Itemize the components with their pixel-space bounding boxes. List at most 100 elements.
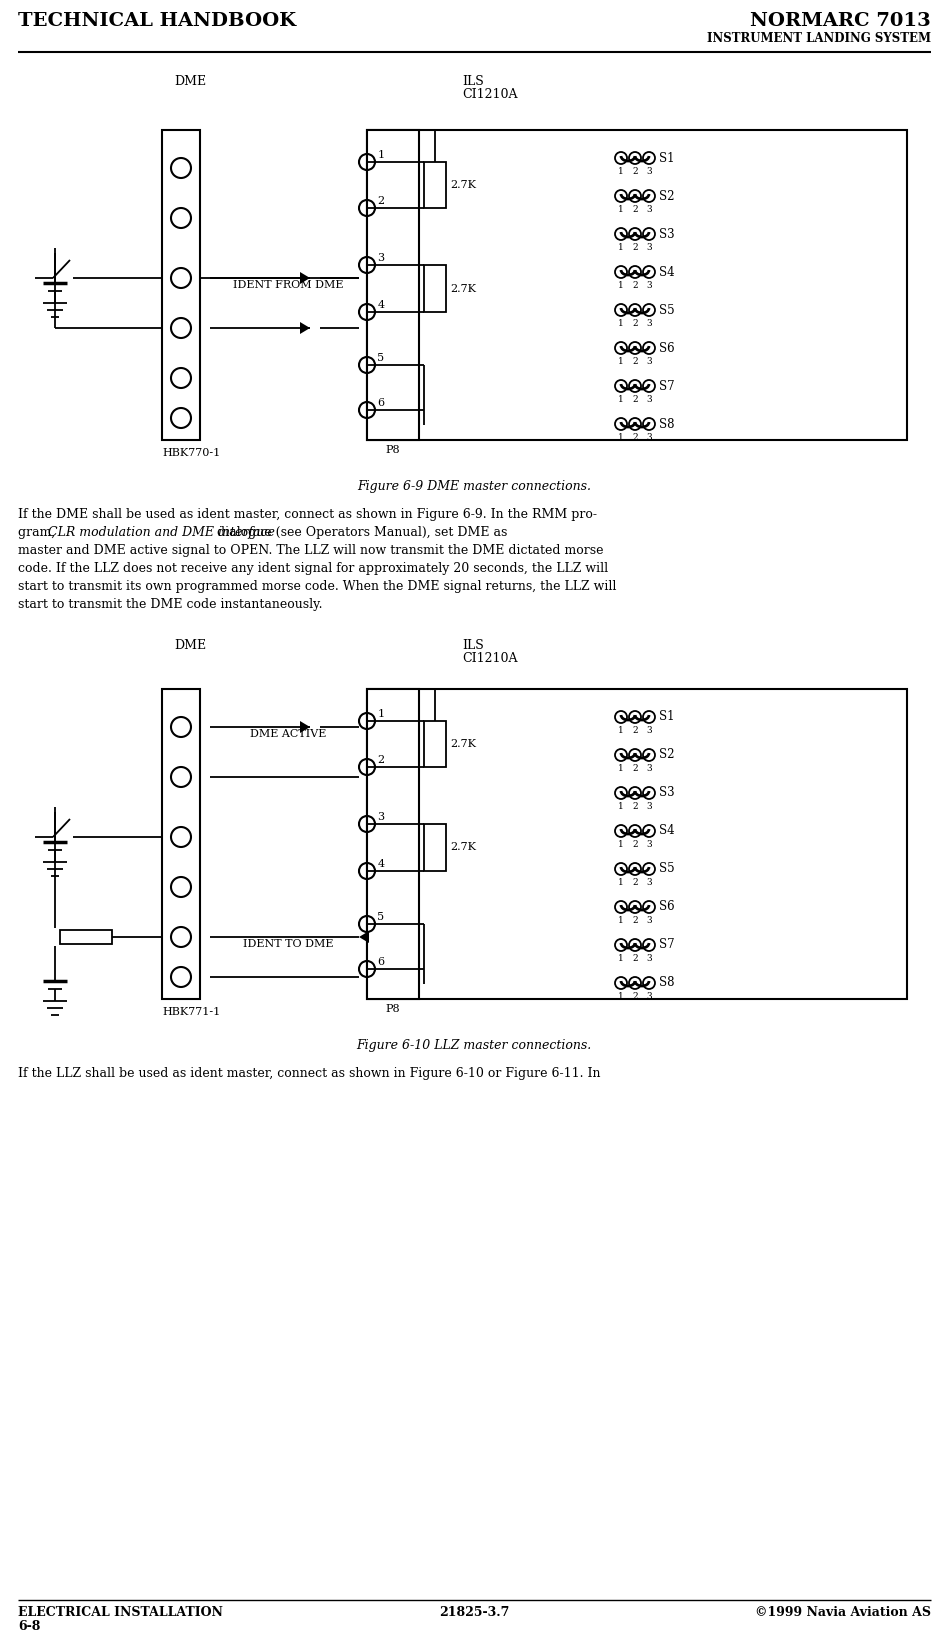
Text: 2: 2	[632, 432, 638, 442]
Polygon shape	[300, 273, 310, 284]
Bar	[367, 131, 419, 441]
Text: 2.7K: 2.7K	[450, 180, 476, 189]
Text: 1: 1	[618, 357, 623, 366]
Text: 3: 3	[646, 726, 652, 734]
Text: 2: 2	[632, 955, 638, 963]
Text: 4: 4	[378, 858, 384, 868]
Text: P8: P8	[385, 446, 400, 455]
Text: code. If the LLZ does not receive any ident signal for approximately 20 seconds,: code. If the LLZ does not receive any id…	[18, 561, 608, 574]
Text: gram,: gram,	[18, 526, 59, 539]
Text: 6-8: 6-8	[18, 1621, 41, 1632]
Text: 1: 1	[378, 708, 384, 720]
Text: 1: 1	[618, 992, 623, 1000]
Bar	[424, 162, 446, 207]
Text: 3: 3	[646, 840, 652, 849]
Polygon shape	[359, 930, 369, 943]
Text: 3: 3	[646, 955, 652, 963]
Text: 5: 5	[378, 353, 384, 362]
Text: 2: 2	[632, 281, 638, 290]
Text: 2: 2	[632, 166, 638, 176]
Text: 1: 1	[618, 281, 623, 290]
Text: ELECTRICAL INSTALLATION: ELECTRICAL INSTALLATION	[18, 1606, 223, 1619]
Text: S3: S3	[659, 227, 675, 240]
Text: 2: 2	[632, 206, 638, 214]
Text: 3: 3	[646, 916, 652, 925]
Text: 3: 3	[646, 318, 652, 328]
Text: master and DME active signal to OPEN. The LLZ will now transmit the DME dictated: master and DME active signal to OPEN. Th…	[18, 543, 604, 557]
Bar	[367, 131, 907, 441]
Text: start to transmit the DME code instantaneously.: start to transmit the DME code instantan…	[18, 597, 323, 610]
Text: 1: 1	[618, 318, 623, 328]
Text: ©1999 Navia Aviation AS: ©1999 Navia Aviation AS	[755, 1606, 931, 1619]
Polygon shape	[300, 721, 310, 733]
Text: 2: 2	[632, 395, 638, 405]
Text: 3: 3	[646, 243, 652, 251]
Text: 1: 1	[618, 166, 623, 176]
Text: 5: 5	[378, 912, 384, 922]
Text: CI1210A: CI1210A	[462, 653, 517, 664]
Text: INSTRUMENT LANDING SYSTEM: INSTRUMENT LANDING SYSTEM	[707, 33, 931, 46]
Text: 3: 3	[646, 357, 652, 366]
Text: ILS: ILS	[462, 640, 484, 653]
Text: 2: 2	[632, 357, 638, 366]
Text: 3: 3	[646, 801, 652, 811]
Bar	[424, 721, 446, 767]
Text: S2: S2	[659, 189, 675, 202]
Text: 2: 2	[632, 878, 638, 888]
Bar	[162, 131, 200, 441]
Text: 1: 1	[618, 432, 623, 442]
Bar	[367, 689, 907, 999]
Text: S5: S5	[659, 304, 675, 317]
Text: ILS: ILS	[462, 75, 484, 88]
Text: S8: S8	[659, 418, 675, 431]
Text: 1: 1	[618, 764, 623, 774]
Text: CLR modulation and DME interface: CLR modulation and DME interface	[48, 526, 275, 539]
Text: 1: 1	[618, 878, 623, 888]
Text: 3: 3	[646, 878, 652, 888]
Text: CI1210A: CI1210A	[462, 88, 517, 101]
Text: 21825-3.7: 21825-3.7	[438, 1606, 510, 1619]
Text: 2: 2	[632, 726, 638, 734]
Polygon shape	[300, 322, 310, 335]
Text: 2: 2	[632, 840, 638, 849]
Text: NORMARC 7013: NORMARC 7013	[751, 11, 931, 29]
Text: 1: 1	[618, 395, 623, 405]
Text: 1: 1	[618, 916, 623, 925]
Text: S6: S6	[659, 901, 675, 914]
Text: If the DME shall be used as ident master, connect as shown in Figure 6-9. In the: If the DME shall be used as ident master…	[18, 508, 597, 521]
Text: IDENT FROM DME: IDENT FROM DME	[233, 281, 344, 290]
Text: 1: 1	[618, 726, 623, 734]
Text: 3: 3	[646, 432, 652, 442]
Text: 1: 1	[618, 206, 623, 214]
Text: S6: S6	[659, 341, 675, 354]
Text: 2: 2	[632, 916, 638, 925]
Text: Figure 6-9 DME master connections.: Figure 6-9 DME master connections.	[357, 480, 591, 493]
Text: 3: 3	[378, 253, 384, 263]
Text: S3: S3	[659, 787, 675, 800]
Text: 4: 4	[378, 300, 384, 310]
Text: DME: DME	[174, 640, 206, 653]
Text: If the LLZ shall be used as ident master, connect as shown in Figure 6-10 or Fig: If the LLZ shall be used as ident master…	[18, 1067, 601, 1080]
Text: 3: 3	[646, 166, 652, 176]
Text: 2: 2	[632, 318, 638, 328]
Text: P8: P8	[385, 1004, 400, 1013]
Text: HBK771-1: HBK771-1	[162, 1007, 220, 1017]
Text: 2: 2	[632, 243, 638, 251]
Text: 2: 2	[378, 756, 384, 765]
Text: 1: 1	[618, 840, 623, 849]
Text: S2: S2	[659, 749, 675, 762]
Text: 3: 3	[646, 395, 652, 405]
Text: 3: 3	[646, 992, 652, 1000]
Text: 1: 1	[618, 955, 623, 963]
Text: 6: 6	[378, 956, 384, 968]
Text: HBK770-1: HBK770-1	[162, 449, 220, 459]
Text: 6: 6	[378, 398, 384, 408]
Text: S7: S7	[659, 938, 675, 951]
Text: IDENT TO DME: IDENT TO DME	[243, 938, 333, 948]
Text: 3: 3	[378, 813, 384, 823]
Text: dialogue (see Operators Manual), set DME as: dialogue (see Operators Manual), set DME…	[213, 526, 508, 539]
Text: 3: 3	[646, 764, 652, 774]
Text: 1: 1	[618, 243, 623, 251]
Text: S8: S8	[659, 976, 675, 989]
Text: S4: S4	[659, 266, 675, 279]
